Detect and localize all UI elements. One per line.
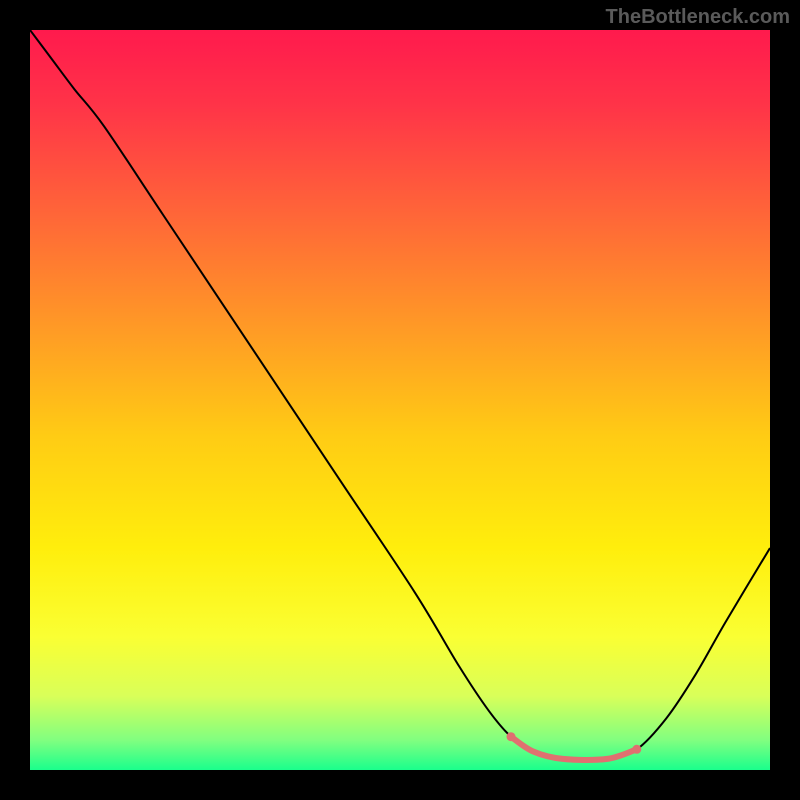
highlight-dot	[632, 745, 641, 754]
chart-frame	[30, 30, 770, 770]
highlight-dot	[507, 732, 516, 741]
chart-svg	[30, 30, 770, 770]
watermark-text: TheBottleneck.com	[606, 6, 790, 29]
gradient-background	[30, 30, 770, 770]
